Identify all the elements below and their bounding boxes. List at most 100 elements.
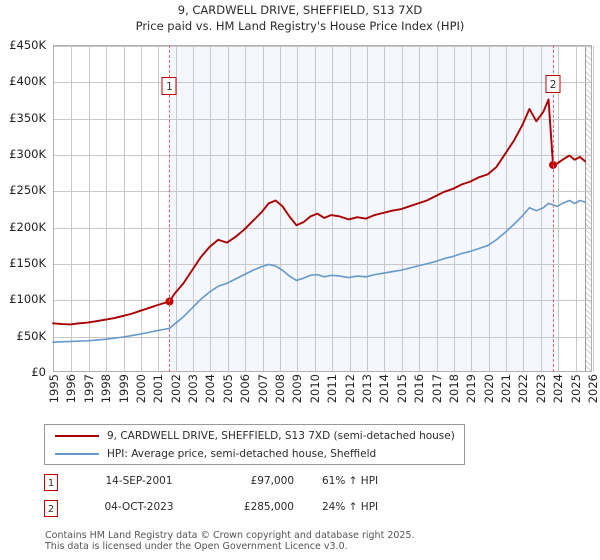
x-axis-tick-label: 2001 <box>151 374 166 404</box>
transaction-date: 04-OCT-2023 <box>104 501 174 513</box>
y-axis-tick-label: £0 <box>31 365 46 379</box>
x-axis-tick-label: 2024 <box>551 374 566 404</box>
x-axis-tick-label: 2004 <box>203 374 218 404</box>
plot-background <box>53 45 594 372</box>
series-lines <box>52 98 586 344</box>
x-axis-tick-label: 2016 <box>412 374 427 404</box>
gridline-vertical <box>558 46 560 371</box>
gridline-horizontal <box>54 191 591 193</box>
y-axis-tick-labels: £0 £50K £100K £150K £200K £250K £300K £350K £400… <box>0 38 50 379</box>
x-axis-tick-label: 2000 <box>133 374 148 404</box>
legend-item-hpi: HPI: Average price, semi-detached house,… <box>45 444 376 464</box>
legend-label-price-paid: 9, CARDWELL DRIVE, SHEFFIELD, S13 7XD (s… <box>107 430 455 442</box>
title-secondary: Price paid vs. HM Land Registry's House … <box>135 19 465 33</box>
transaction-hpi-delta: 24% ↑ HPI <box>322 501 379 513</box>
gridline-horizontal <box>54 264 591 265</box>
x-axis-tick-label: 2020 <box>481 374 496 404</box>
gridline-vertical <box>506 46 508 371</box>
x-axis-tick-label: 2007 <box>255 374 270 404</box>
y-axis-tick-label: £450K <box>9 38 46 52</box>
y-axis-tick-label: £200K <box>9 219 46 234</box>
y-axis-tick-label: £100K <box>9 292 46 307</box>
x-axis-tick-label: 2014 <box>377 374 392 404</box>
transaction-badge: 2 <box>44 500 58 517</box>
footer-line-licence: This data is licensed under the Open Gov… <box>45 541 348 552</box>
x-axis-tick-label: 2018 <box>446 374 461 404</box>
gridline-vertical <box>280 46 282 371</box>
gridline-horizontal <box>54 46 591 47</box>
gridline-vertical <box>297 46 299 371</box>
x-axis-tick-label: 2009 <box>290 374 305 404</box>
transaction-date: 14-SEP-2001 <box>105 475 173 487</box>
gridline-vertical <box>453 46 455 371</box>
x-axis-tick-label: 2013 <box>359 374 374 404</box>
legend-color-swatch-blue <box>55 453 99 455</box>
gridline-vertical <box>106 46 108 371</box>
event-dashed-line <box>169 45 171 372</box>
legend-item-price-paid: 9, CARDWELL DRIVE, SHEFFIELD, S13 7XD (s… <box>45 426 455 446</box>
gridline-horizontal <box>54 227 591 229</box>
gridline-horizontal <box>54 155 591 156</box>
x-axis-tick-labels: 1995 1996 1997 1998 1999 2000 2001 2002 2003 2004… <box>47 374 600 420</box>
chart-legend: 9, CARDWELL DRIVE, SHEFFIELD, S13 7XD (s… <box>44 424 465 465</box>
x-axis-tick-label: 2002 <box>168 374 183 404</box>
x-axis-tick-label: 2010 <box>307 374 322 404</box>
gridline-vertical <box>140 46 142 371</box>
x-axis-tick-label: 2025 <box>568 374 583 404</box>
x-axis-tick-label: 2023 <box>533 374 548 404</box>
gridline-vertical <box>471 46 473 371</box>
series-line-hpi <box>52 199 586 344</box>
x-axis-tick-label: 2003 <box>186 374 201 404</box>
legend-color-swatch-red <box>55 435 99 437</box>
gridline-vertical <box>158 46 160 371</box>
gridline-vertical <box>123 46 125 371</box>
gridline-vertical <box>419 46 421 371</box>
gridline-vertical <box>175 46 177 371</box>
x-axis-tick-label: 2015 <box>394 374 409 404</box>
transaction-price: £285,000 <box>243 501 294 513</box>
gridline-vertical <box>88 46 90 371</box>
legend-label-hpi: HPI: Average price, semi-detached house,… <box>107 448 377 460</box>
gridline-vertical <box>262 46 264 371</box>
y-axis-tick-label: £150K <box>9 256 46 270</box>
x-axis-tick-label: 2026 <box>586 374 600 404</box>
x-axis-tick-label: 2005 <box>220 374 235 404</box>
gridline-vertical <box>384 46 386 371</box>
transaction-price: £97,000 <box>250 475 294 487</box>
transaction-hpi-delta: 61% ↑ HPI <box>322 475 379 487</box>
gridline-vertical <box>488 46 490 371</box>
gridline-vertical <box>314 46 316 371</box>
x-axis-tick-label: 2022 <box>516 374 531 404</box>
x-axis-tick-label: 1996 <box>64 374 79 404</box>
title-primary: 9, CARDWELL DRIVE, SHEFFIELD, S13 7XD <box>177 3 423 17</box>
ownership-period-shading <box>170 46 555 371</box>
gridline-vertical <box>332 46 334 371</box>
x-axis-tick-label: 2006 <box>238 374 253 404</box>
page-title: 9, CARDWELL DRIVE, SHEFFIELD, S13 7XD Pr… <box>0 2 600 34</box>
event-dashed-line <box>553 45 555 372</box>
gridline-vertical <box>436 46 438 371</box>
gridline-vertical <box>349 46 351 371</box>
x-axis-tick-label: 1995 <box>47 374 61 404</box>
gridline-vertical <box>210 46 212 371</box>
gridline-horizontal <box>54 82 591 84</box>
event-marker-badge[interactable]: 2 <box>545 75 561 93</box>
y-axis-tick-label: £250K <box>9 183 46 198</box>
transaction-badge: 1 <box>44 474 58 491</box>
gridline-vertical <box>575 46 577 371</box>
gridline-vertical <box>366 46 368 371</box>
event-marker-badge[interactable]: 1 <box>161 77 177 95</box>
series-line-price-paid <box>52 98 586 326</box>
x-axis-tick-label: 2011 <box>325 374 340 404</box>
x-axis-tick-label: 2017 <box>429 374 444 404</box>
gridline-vertical <box>523 46 525 371</box>
x-axis-tick-label: 2019 <box>464 374 479 404</box>
footer-line-copyright: Contains HM Land Registry data © Crown c… <box>45 530 415 541</box>
gridline-horizontal <box>54 300 591 302</box>
gridline-vertical <box>245 46 247 371</box>
x-axis-tick-label: 1999 <box>116 374 131 404</box>
x-axis-tick-label: 1997 <box>81 374 96 404</box>
x-axis-tick-label: 2021 <box>499 374 514 404</box>
y-axis-tick-label: £350K <box>9 110 46 125</box>
